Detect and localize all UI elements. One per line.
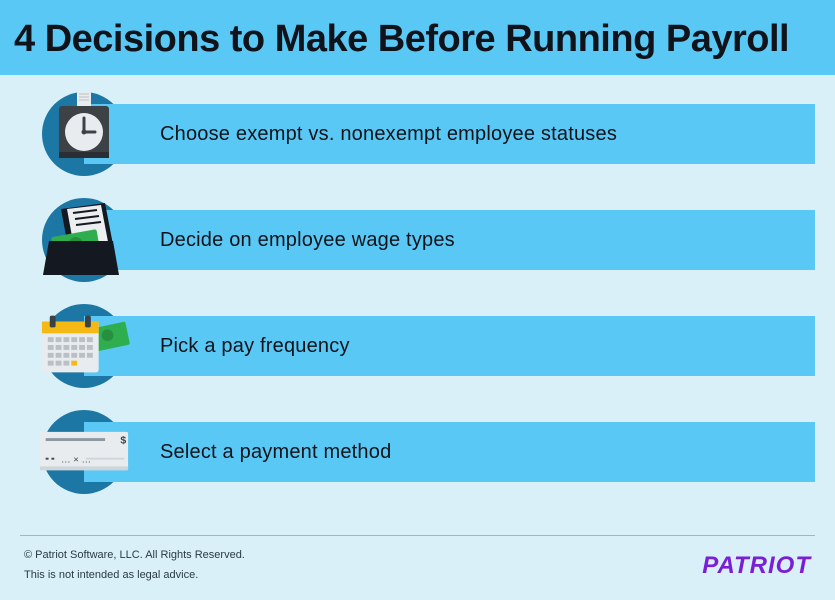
page-title: 4 Decisions to Make Before Running Payro…: [14, 18, 821, 61]
item-bar: Select a payment method: [84, 422, 815, 482]
calendar-cash-icon: [38, 300, 130, 392]
list-item: Choose exempt vs. nonexempt employee sta…: [32, 95, 815, 173]
svg-text:$: $: [120, 434, 126, 446]
list-item: $ … × … Select a payment method: [32, 413, 815, 491]
footer: © Patriot Software, LLC. All Rights Rese…: [20, 535, 815, 600]
disclaimer: This is not intended as legal advice.: [24, 566, 245, 586]
item-bar: Decide on employee wage types: [84, 210, 815, 270]
item-label: Choose exempt vs. nonexempt employee sta…: [160, 123, 617, 146]
title-bar: 4 Decisions to Make Before Running Payro…: [0, 0, 835, 75]
item-label: Select a payment method: [160, 441, 391, 464]
decision-list: Choose exempt vs. nonexempt employee sta…: [0, 75, 835, 535]
svg-text:… × …: … × …: [61, 455, 91, 466]
item-bar: Pick a pay frequency: [84, 316, 815, 376]
list-item: Pick a pay frequency: [32, 307, 815, 385]
list-item: Decide on employee wage types: [32, 201, 815, 279]
infographic-page: 4 Decisions to Make Before Running Payro…: [0, 0, 835, 600]
brand-logo: PATRIOT: [702, 552, 811, 580]
wallet-cash-icon: [38, 194, 130, 286]
item-label: Decide on employee wage types: [160, 229, 455, 252]
timeclock-icon: [38, 88, 130, 180]
copyright: © Patriot Software, LLC. All Rights Rese…: [24, 546, 245, 566]
item-label: Pick a pay frequency: [160, 335, 350, 358]
item-bar: Choose exempt vs. nonexempt employee sta…: [84, 104, 815, 164]
check-icon: $ … × …: [38, 406, 130, 498]
footer-text: © Patriot Software, LLC. All Rights Rese…: [24, 546, 245, 586]
